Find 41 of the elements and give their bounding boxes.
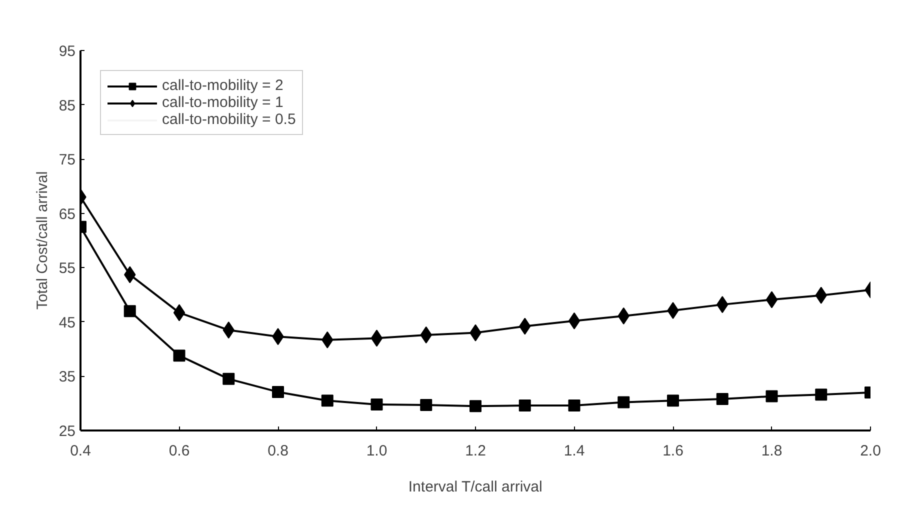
point (470, 400, 482, 412)
y-tick-label: 55 (58, 260, 76, 278)
point (222, 372, 235, 385)
point (420, 398, 432, 411)
point (568, 312, 580, 330)
x-tick-label: 0.8 (268, 442, 288, 460)
x-tick-label: 1.6 (662, 442, 684, 460)
y-tick-label: 95 (58, 43, 76, 60)
y-axis-title: Total Cost/call arrival (34, 171, 51, 310)
point (272, 386, 284, 398)
y-tick-label: 65 (58, 206, 76, 223)
point (618, 396, 630, 408)
x-tick-label: 2.0 (860, 442, 881, 460)
y-tick-label: 35 (58, 368, 76, 386)
y-tick-label: 45 (58, 314, 76, 332)
point (518, 400, 531, 412)
legend-label: call-to-mobility = 0.5 (162, 111, 296, 128)
point (173, 304, 186, 322)
x-tick-label: 1.0 (366, 442, 388, 460)
x-tick-label: 0.4 (70, 442, 91, 460)
point (716, 393, 728, 406)
point (173, 350, 186, 362)
point (124, 305, 136, 318)
x-tick-label: 1.2 (465, 442, 486, 460)
point (321, 394, 334, 407)
point (815, 388, 828, 401)
point (568, 400, 580, 412)
point (370, 330, 383, 347)
x-tick-label: 1.4 (564, 442, 585, 460)
point (766, 390, 778, 402)
y-tick-label: 85 (58, 97, 76, 114)
legend-label: call-to-mobility = 1 (162, 94, 284, 111)
point (370, 398, 383, 410)
point (667, 394, 679, 407)
y-tick-label: 25 (58, 423, 76, 440)
point (766, 291, 778, 308)
x-tick-label: 0.6 (168, 442, 190, 460)
x-axis-title: Interval T/call arrival (408, 478, 542, 496)
legend-label: call-to-mobility = 2 (162, 77, 284, 94)
y-tick-label: 75 (58, 152, 76, 169)
x-tick-label: 1.8 (761, 442, 782, 460)
